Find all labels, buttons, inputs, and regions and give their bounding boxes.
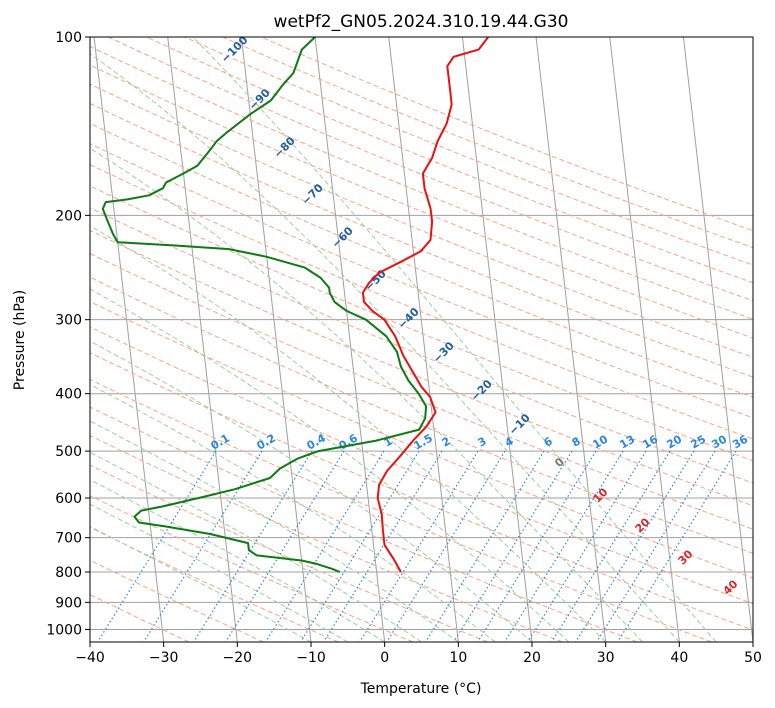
isotherm-line <box>609 37 680 642</box>
x-axis-ticks: −40 −30 −20 −10 0 10 20 30 40 50 <box>75 642 762 666</box>
mixing-ratio-line <box>97 450 217 642</box>
y-tick-label: 500 <box>55 444 82 460</box>
dry-adiabat <box>90 207 753 484</box>
mixing-ratio-line <box>300 450 420 642</box>
y-tick-label: 800 <box>55 565 82 581</box>
isotherm-line <box>167 37 238 642</box>
plot-frame <box>89 36 754 643</box>
x-tick-label: 30 <box>597 650 615 666</box>
mixing-ratio-line <box>386 450 506 642</box>
dry-adiabat <box>90 252 753 530</box>
dry-adiabat <box>90 378 712 642</box>
isotherm-line <box>682 37 753 642</box>
moist-adiabat <box>90 479 385 642</box>
dry-adiabat <box>90 406 638 642</box>
x-tick-label: 0 <box>380 650 389 666</box>
dry-adiabat <box>90 185 753 462</box>
mixing-ratio-lines <box>97 450 737 642</box>
moist-adiabat <box>90 288 570 642</box>
isotherm-grid <box>90 37 753 642</box>
mixing-ratio-line <box>575 450 695 642</box>
x-tick-label: 20 <box>523 650 541 666</box>
y-tick-label: 400 <box>55 387 82 403</box>
sounding-profiles <box>101 37 489 573</box>
dewpoint-profile <box>101 37 428 573</box>
y-tick-label: 100 <box>55 30 82 46</box>
mixing-ratio-line <box>504 450 624 642</box>
moist-adiabat <box>90 225 607 642</box>
mixing-ratio-line <box>596 450 716 642</box>
dry-adiabat <box>90 143 753 419</box>
mixing-ratio-line <box>551 450 671 642</box>
mixing-ratio-line <box>617 450 737 642</box>
dry-adiabat <box>90 559 264 642</box>
dry-adiabat <box>90 229 753 507</box>
isotherm-line <box>93 37 165 642</box>
mixing-ratio-line <box>143 450 263 642</box>
x-axis-label: Temperature (°C) <box>360 681 482 697</box>
mixing-ratio-line <box>359 450 479 642</box>
dry-adiabat <box>90 352 753 631</box>
moist-adiabat <box>192 37 717 642</box>
y-tick-label: 600 <box>55 491 82 507</box>
mixing-ratio-line <box>265 450 385 642</box>
isotherm-line <box>314 37 386 642</box>
mixing-ratio-line <box>323 450 443 642</box>
moist-adiabat <box>90 525 312 642</box>
x-tick-label: −40 <box>75 650 105 666</box>
dry-adiabat <box>90 163 753 440</box>
dry-adiabat <box>90 301 753 579</box>
x-tick-label: −20 <box>223 650 253 666</box>
x-tick-label: 40 <box>670 650 688 666</box>
x-tick-label: −10 <box>296 650 326 666</box>
y-tick-label: 900 <box>55 595 82 611</box>
dry-adiabat <box>90 593 190 642</box>
moist-adiabat <box>90 420 459 642</box>
x-tick-label: −30 <box>149 650 179 666</box>
mixing-ratio-line <box>477 450 597 642</box>
plot-area: −100−90−80−70−60−50−40−30−20−10010203040… <box>90 37 753 642</box>
mixing-ratio-line <box>527 450 647 642</box>
x-tick-label: 50 <box>744 650 762 666</box>
dry-adiabat <box>90 464 488 642</box>
isotherm-line <box>388 37 459 642</box>
moist-adiabat <box>90 147 643 642</box>
x-tick-label: 10 <box>449 650 467 666</box>
dry-adiabat <box>90 122 753 398</box>
y-axis-label: Pressure (hPa) <box>12 290 28 390</box>
y-tick-label: 1000 <box>46 622 82 638</box>
moist-adiabat <box>90 451 422 642</box>
mixing-ratio-line <box>425 450 545 642</box>
dry-adiabat <box>90 435 563 642</box>
dry-adiabats <box>90 37 753 642</box>
y-tick-label: 700 <box>55 531 82 547</box>
y-axis-ticks: 100 200 300 400 500 600 700 800 900 1000 <box>46 30 90 638</box>
moist-adiabat <box>90 340 533 642</box>
mixing-ratio-line <box>225 450 345 642</box>
y-tick-label: 200 <box>55 208 82 224</box>
moist-adiabats <box>90 37 717 642</box>
mixing-ratio-line <box>453 450 573 642</box>
chart-title: wetPf2_GN05.2024.310.19.44.G30 <box>274 12 569 32</box>
y-tick-label: 300 <box>55 313 82 329</box>
temperature-profile <box>361 37 489 573</box>
isotherm-line <box>535 37 607 642</box>
moist-adiabat <box>90 53 680 642</box>
mixing-ratio-line <box>193 450 313 642</box>
